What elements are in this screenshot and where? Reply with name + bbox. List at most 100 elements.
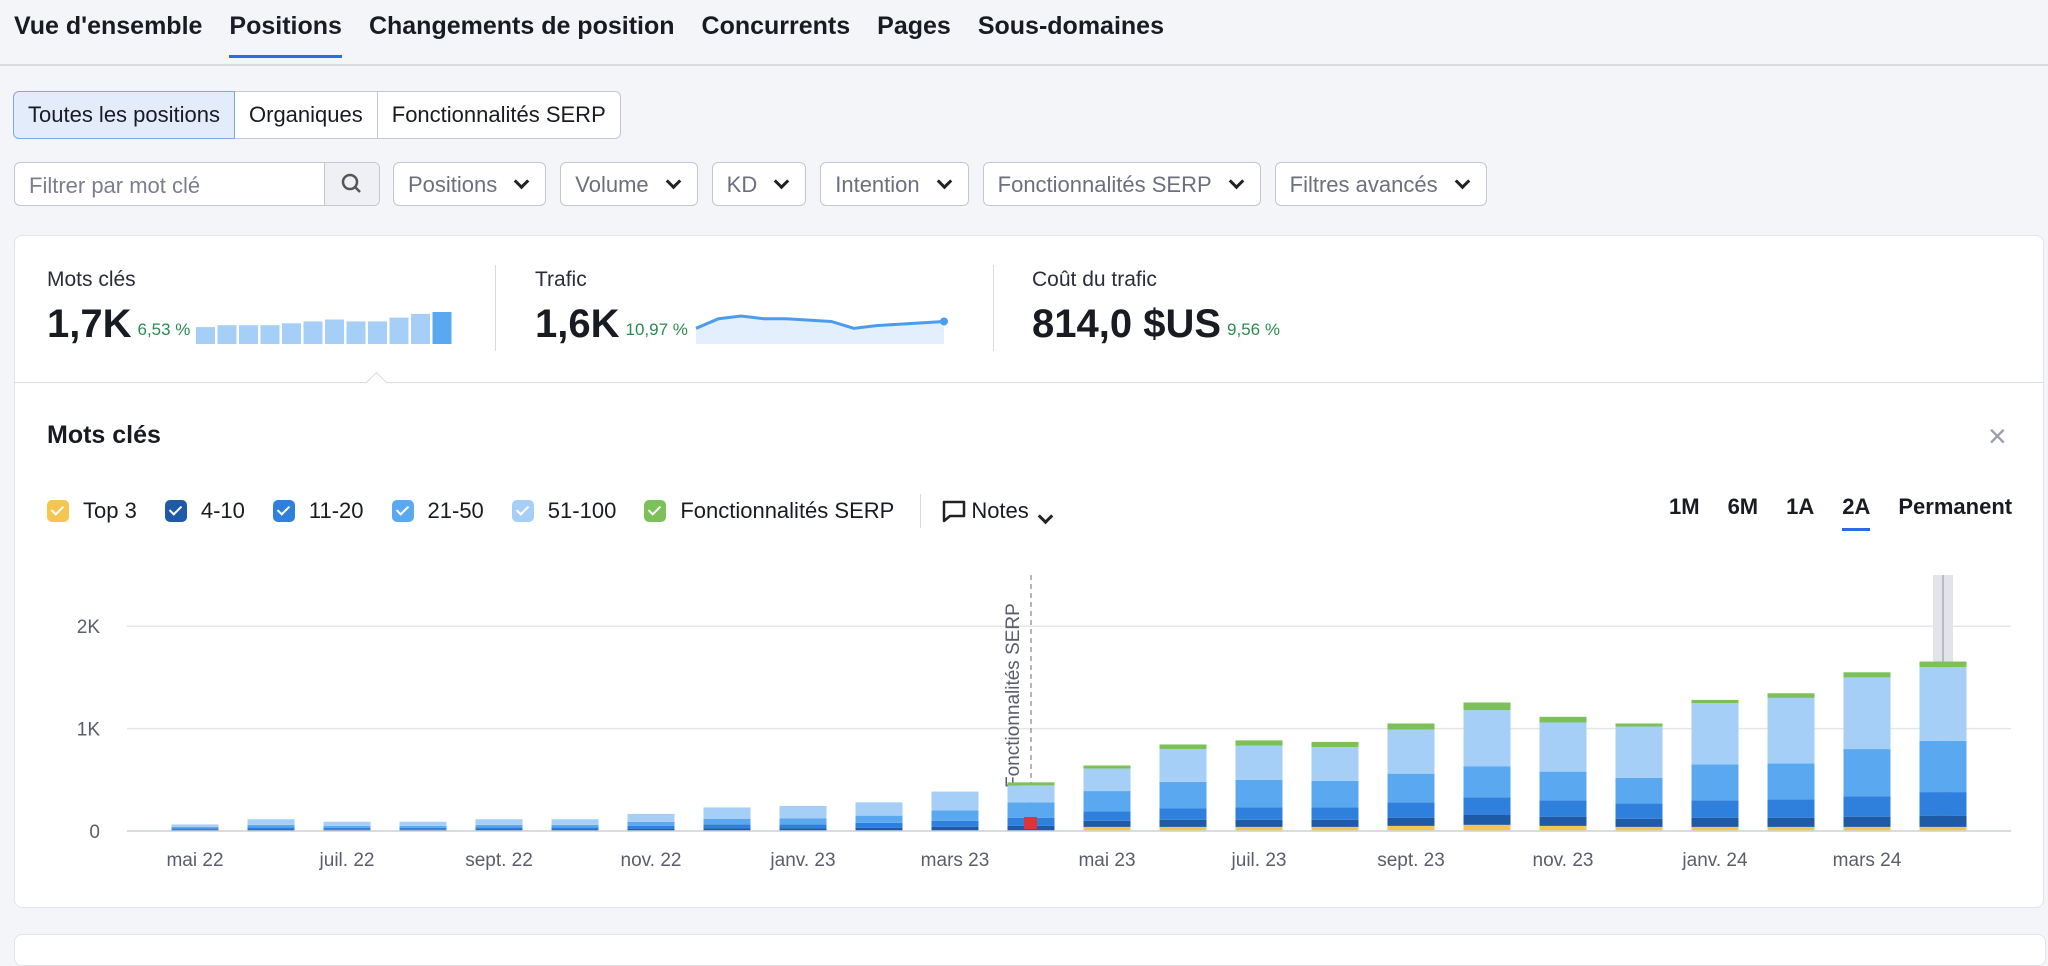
subtab-active[interactable]: Toutes les positions — [13, 91, 235, 139]
legend-item[interactable]: 51-100 — [511, 498, 616, 524]
bar-segment — [1311, 819, 1359, 827]
bar-segment — [779, 828, 827, 831]
sparkline-bar — [260, 325, 280, 344]
close-button[interactable]: × — [1988, 418, 2007, 454]
range-button[interactable]: 1M — [1669, 494, 1700, 519]
bar-segment — [1539, 771, 1587, 801]
filter-dropdown[interactable]: Filtres avancés — [1274, 162, 1487, 206]
filter-dropdown[interactable]: Intention — [820, 162, 969, 206]
notes-icon — [943, 500, 966, 523]
bar-segment — [855, 802, 903, 816]
sparkline-bar — [239, 325, 259, 344]
bar-segment — [475, 829, 523, 831]
tab[interactable]: Changements de position — [368, 12, 675, 40]
bar-segment — [1691, 800, 1739, 818]
legend-checkbox[interactable] — [164, 500, 187, 522]
legend-checkbox[interactable] — [511, 500, 534, 522]
divider — [920, 494, 922, 528]
tab-active[interactable]: Positions — [229, 12, 342, 58]
bar-segment — [1843, 677, 1891, 750]
filter-dropdown[interactable]: Volume — [560, 162, 698, 206]
sparkline-bar — [196, 327, 216, 344]
metric-label: Mots clés — [47, 268, 136, 291]
tab[interactable]: Pages — [877, 12, 951, 40]
bar-segment — [1691, 699, 1739, 703]
bar-segment — [1159, 826, 1207, 831]
bar-segment — [247, 827, 295, 830]
legend-checkbox[interactable] — [47, 500, 69, 522]
x-tick-label: nov. 22 — [621, 850, 682, 871]
x-tick-label: mars 24 — [1833, 850, 1902, 871]
divider — [0, 64, 2048, 66]
legend-item[interactable]: Fonctionnalités SERP — [644, 498, 894, 524]
x-tick-label: janv. 23 — [769, 850, 835, 871]
filter-dropdown[interactable]: Positions — [393, 162, 547, 206]
bar-segment — [779, 805, 827, 819]
legend-label: 4-10 — [200, 498, 245, 523]
subtab[interactable]: Fonctionnalités SERP — [376, 91, 621, 139]
subtab-group: Toutes les positions Organiques Fonction… — [13, 91, 621, 139]
subtab[interactable]: Organiques — [234, 91, 378, 139]
bar-segment — [1311, 826, 1359, 831]
bar-segment — [703, 824, 751, 829]
notes-button[interactable]: Notes — [941, 498, 1068, 524]
bar-segment — [1615, 723, 1663, 727]
legend-checkbox[interactable] — [391, 500, 414, 522]
bar-segment — [1007, 782, 1055, 786]
tab[interactable]: Concurrents — [701, 12, 851, 40]
bar-segment — [1387, 723, 1435, 730]
legend-item[interactable]: 11-20 — [272, 498, 364, 524]
search-button[interactable] — [324, 163, 379, 205]
legend-item[interactable]: 4-10 — [164, 498, 245, 524]
legend-checkbox[interactable] — [272, 500, 295, 522]
bar-segment — [1083, 768, 1131, 792]
x-tick-label: sept. 22 — [465, 850, 533, 871]
tab[interactable]: Vue d'ensemble — [14, 12, 203, 40]
legend-item[interactable]: 21-50 — [391, 498, 484, 524]
metric-change: 10,97 % — [625, 320, 688, 339]
bar-segment — [1463, 824, 1511, 831]
bar-segment — [247, 829, 295, 831]
metric[interactable]: Mots clés 1,7K 6,53 % — [47, 268, 454, 344]
filter-dropdown[interactable]: KD — [711, 162, 807, 206]
bar-segment — [1235, 740, 1283, 746]
range-button[interactable]: 1A — [1786, 494, 1815, 519]
legend-item[interactable]: Top 3 — [47, 498, 137, 524]
bar-segment — [1235, 826, 1283, 831]
bar-segment — [1007, 802, 1055, 818]
bar-segment — [399, 821, 447, 826]
legend-checkbox[interactable] — [644, 500, 667, 522]
bar-segment — [247, 819, 295, 825]
bar-segment — [1843, 826, 1891, 831]
bar-segment — [1083, 791, 1131, 812]
notes-label: Notes — [971, 498, 1029, 523]
metric[interactable]: Trafic 1,6K 10,97 % — [535, 268, 948, 344]
metric-value: 1,7K — [47, 302, 132, 346]
range-button[interactable]: 6M — [1727, 494, 1759, 519]
bar-segment — [627, 813, 675, 822]
sparkline-bar — [368, 321, 388, 344]
x-tick-label: mars 23 — [921, 850, 990, 871]
bar-segment — [1767, 826, 1815, 831]
tab[interactable]: Sous-domaines — [977, 12, 1164, 40]
bar-segment — [627, 825, 675, 829]
bar-segment — [703, 828, 751, 831]
legend: Top 3 4-10 11-20 21-50 51-100 Fonctionnalités… — [47, 494, 1069, 528]
bar-segment — [931, 826, 979, 831]
metric-change: 6,53 % — [137, 320, 191, 339]
bar-segment — [1463, 702, 1511, 711]
filter-dropdown[interactable]: Fonctionnalités SERP — [982, 162, 1261, 206]
tab-bar: Vue d'ensemble Positions Changements de … — [14, 12, 1164, 58]
bar-segment — [1539, 816, 1587, 826]
x-tick-label: nov. 23 — [1533, 850, 1594, 871]
range-button[interactable]: Permanent — [1898, 494, 2013, 519]
bar-segment — [1159, 744, 1207, 750]
metric-value: 1,6K — [535, 302, 620, 346]
sparkline-bar — [325, 319, 345, 344]
range-button[interactable]: 2A — [1842, 494, 1871, 531]
bar-segment — [1539, 800, 1587, 817]
metric[interactable]: Coût du trafic 814,0 $US 9,56 % — [1032, 268, 1286, 344]
search-input[interactable]: Filtrer par mot clé — [14, 162, 380, 206]
